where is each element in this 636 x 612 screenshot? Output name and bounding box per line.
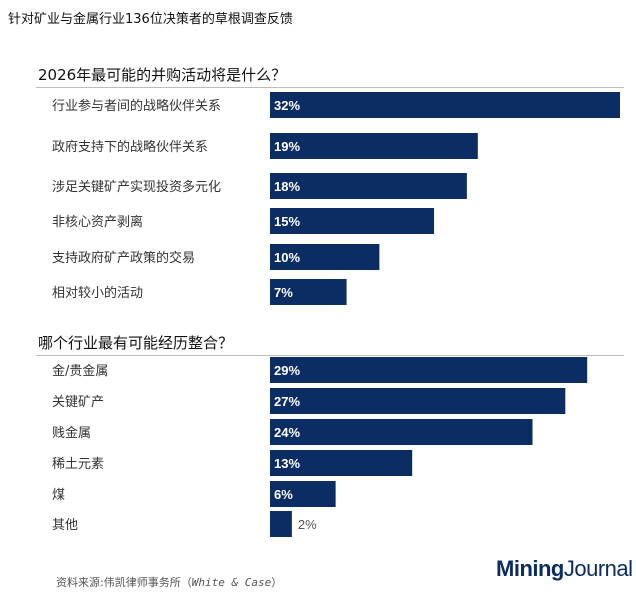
value-label: 29% [274, 363, 300, 378]
value-label: 18% [274, 179, 300, 194]
value-label: 2% [298, 517, 317, 532]
value-label: 10% [274, 250, 300, 265]
divider [36, 355, 624, 356]
source-firm: White & Case [191, 576, 272, 589]
source-suffix: ） [271, 576, 283, 589]
value-label: 24% [274, 425, 300, 440]
chart-title-consolidation: 哪个行业最有可能经历整合？ [38, 334, 234, 352]
value-label: 7% [274, 285, 293, 300]
bar [270, 279, 347, 305]
category-label: 涉足关键矿产实现投资多元化 [52, 179, 221, 195]
value-label: 13% [274, 456, 300, 471]
bar [270, 450, 413, 476]
divider [36, 87, 624, 88]
chart-title-mna: 2026年最可能的并购活动将是什么？ [38, 66, 287, 84]
value-label: 19% [274, 139, 300, 154]
bar [270, 173, 467, 199]
category-label: 其他 [52, 518, 78, 533]
bar [270, 357, 588, 383]
category-label: 煤 [52, 488, 65, 503]
bar [270, 244, 380, 270]
category-label: 贱金属 [52, 425, 91, 441]
category-label: 关键矿产 [52, 395, 104, 410]
bar [270, 388, 566, 414]
bar [270, 133, 478, 159]
value-label: 32% [274, 98, 300, 113]
bar [270, 92, 620, 118]
value-label: 15% [274, 214, 300, 229]
category-label: 非核心资产剥离 [52, 214, 143, 230]
bar [270, 481, 336, 507]
page-title: 针对矿业与金属行业136位决策者的草根调查反馈 [8, 12, 293, 27]
source-prefix: 资料来源:伟凯律师事务所（ [56, 576, 192, 589]
value-label: 6% [274, 487, 293, 502]
category-label: 支持政府矿产政策的交易 [52, 250, 195, 266]
category-label: 政府支持下的战略伙伴关系 [52, 139, 208, 155]
value-label: 27% [274, 394, 300, 409]
source-note: 资料来源:伟凯律师事务所（White & Case） [56, 574, 282, 590]
category-label: 相对较小的活动 [52, 285, 143, 301]
logo-second: Journal [563, 556, 633, 581]
bar [270, 208, 435, 234]
category-label: 稀土元素 [52, 457, 104, 472]
bar [270, 419, 533, 445]
bar [270, 511, 292, 537]
logo-first: Mining [496, 556, 564, 581]
mining-journal-logo: MiningJournal [496, 556, 633, 582]
category-label: 行业参与者间的战略伙伴关系 [52, 98, 221, 114]
category-label: 金/贵金属 [52, 363, 108, 379]
